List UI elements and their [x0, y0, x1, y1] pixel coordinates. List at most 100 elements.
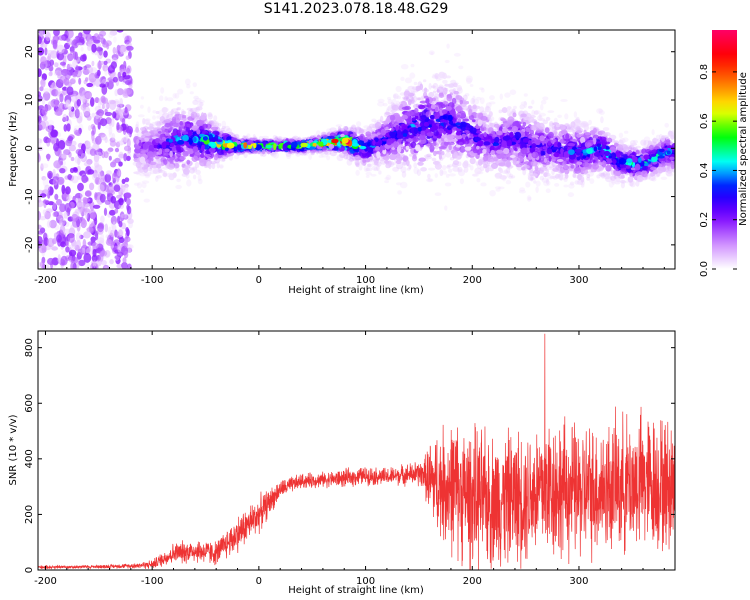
spectral-blob [410, 63, 415, 68]
noise-blob [78, 259, 86, 267]
spectral-blob [152, 169, 158, 174]
noise-blob [73, 167, 78, 173]
noise-blob [76, 200, 83, 210]
spectral-blob [140, 96, 145, 100]
noise-blob [38, 262, 41, 268]
noise-blob [105, 81, 110, 88]
spectral-blob [544, 127, 550, 134]
noise-blob [58, 221, 64, 226]
noise-blob [50, 129, 58, 138]
spectral-blob [147, 106, 151, 113]
noise-blob [49, 59, 55, 66]
noise-blob [110, 196, 117, 204]
spectral-blob [564, 113, 569, 120]
spectral-blob [413, 167, 419, 175]
noise-blob [100, 215, 105, 224]
spectral-blob [382, 102, 388, 107]
noise-blob [65, 240, 70, 247]
noise-blob [71, 175, 79, 184]
noise-blob [110, 61, 117, 69]
noise-blob [103, 50, 108, 58]
spectral-blob [480, 166, 485, 172]
noise-blob [118, 229, 123, 238]
noise-blob [86, 34, 94, 45]
noise-blob [110, 229, 115, 238]
noise-blob [66, 86, 74, 96]
noise-blob [67, 106, 73, 111]
noise-blob [75, 148, 84, 155]
noise-blob [42, 115, 49, 121]
noise-blob [85, 77, 89, 82]
spectral-blob [186, 179, 192, 187]
spectral-blob [575, 130, 583, 134]
spectral-blob [343, 152, 349, 160]
noise-blob [118, 220, 123, 228]
noise-blob [80, 46, 84, 52]
noise-blob [82, 208, 91, 213]
noise-blob [118, 197, 124, 206]
spectral-blob [618, 132, 624, 139]
noise-blob [54, 62, 59, 68]
noise-blob [80, 244, 89, 255]
spectral-blob [560, 99, 568, 102]
noise-blob [57, 35, 66, 41]
noise-blob [42, 209, 47, 216]
spectral-blob [387, 96, 391, 101]
spectral-blob [192, 166, 198, 173]
spectral-blob [137, 114, 145, 118]
noise-blob [38, 230, 44, 235]
noise-blob [53, 142, 60, 152]
noise-blob [119, 45, 127, 55]
noise-blob [104, 265, 108, 269]
noise-blob [54, 109, 63, 116]
noise-blob [44, 47, 48, 56]
noise-blob [76, 42, 83, 47]
noise-blob [117, 244, 122, 253]
noise-blob [88, 220, 94, 228]
noise-blob [94, 157, 100, 167]
spectral-blob [384, 160, 390, 164]
noise-blob [124, 177, 130, 183]
spectral-blob [469, 157, 476, 165]
noise-blob [84, 140, 89, 147]
spectral-blob [286, 152, 292, 160]
noise-blob [91, 242, 99, 250]
noise-blob [38, 195, 41, 203]
spectral-blob [538, 114, 542, 119]
noise-blob [105, 234, 110, 239]
noise-blob [44, 264, 50, 269]
spectral-blob [622, 137, 629, 143]
spectral-blob [396, 155, 403, 162]
noise-blob [91, 254, 98, 262]
noise-blob [116, 170, 121, 177]
noise-blob [94, 97, 100, 103]
spectral-blob [431, 157, 437, 162]
spectral-blob [155, 110, 160, 115]
noise-blob [110, 215, 117, 225]
noise-blob [56, 176, 65, 185]
spectral-blob [219, 164, 224, 169]
spectral-blob [434, 192, 442, 196]
spectral-blob [270, 152, 277, 158]
noise-blob [120, 64, 125, 70]
spectral-blob [408, 164, 412, 170]
noise-blob [92, 125, 96, 135]
noise-blob [71, 241, 77, 250]
noise-blob [81, 247, 86, 254]
spectral-blob [620, 181, 626, 189]
spectral-blob [545, 188, 551, 193]
noise-blob [112, 111, 117, 119]
noise-blob [82, 238, 87, 249]
spectral-blob [619, 138, 626, 144]
noise-blob [98, 98, 102, 109]
spectral-blob [428, 83, 432, 90]
spectral-blob [161, 107, 168, 114]
spectral-blob [140, 189, 145, 193]
noise-blob [124, 183, 129, 188]
noise-blob [66, 123, 71, 132]
spectral-blob [531, 99, 535, 105]
noise-blob [78, 77, 82, 85]
spectral-blob [384, 180, 389, 184]
spectral-blob [573, 111, 578, 118]
spectral-blob [391, 98, 397, 104]
